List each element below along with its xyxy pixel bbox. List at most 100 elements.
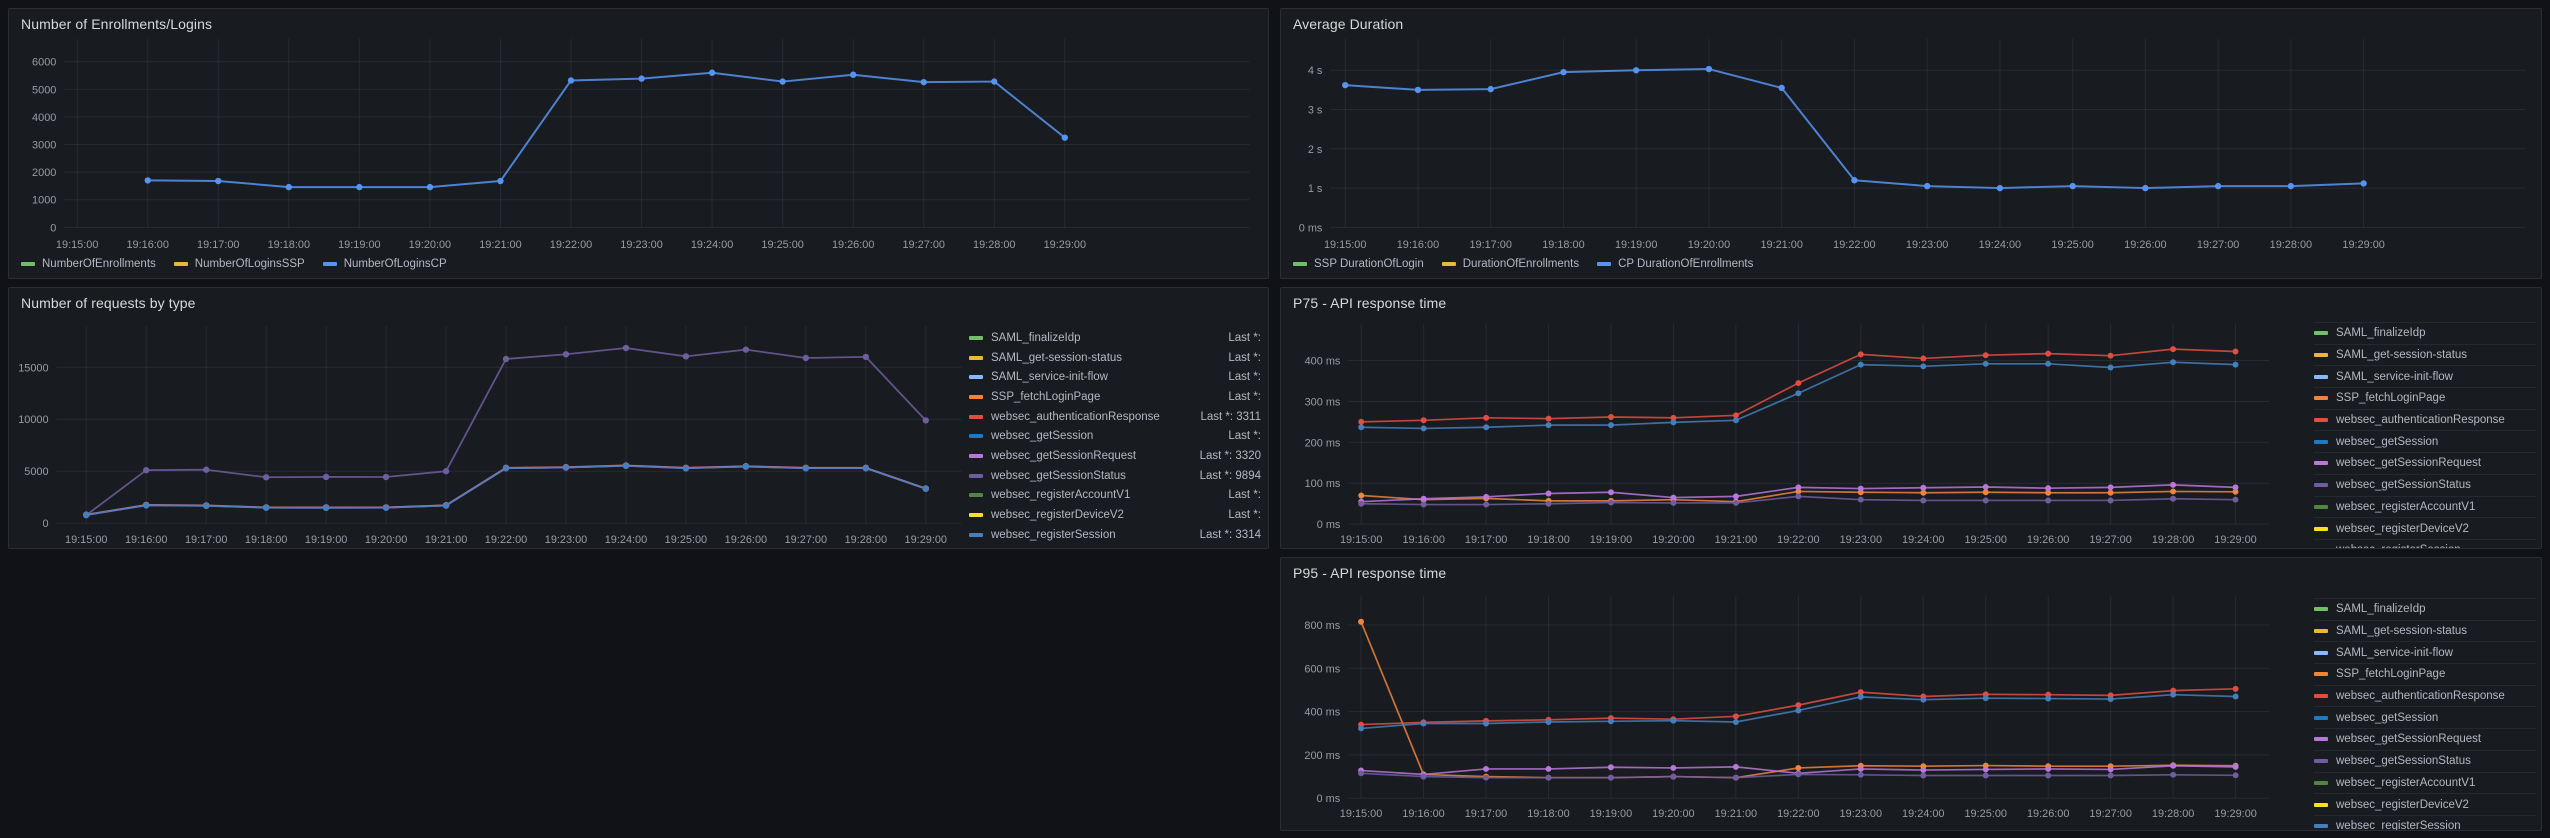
series-point [1795,380,1802,387]
y-tick-label: 4000 [32,112,56,124]
legend-item[interactable]: websec_getSessionStatus [2314,473,2536,496]
legend-item[interactable]: NumberOfEnrollments [21,258,156,270]
series-point [1732,493,1739,500]
legend-item[interactable]: SAML_service-init-flow [2314,365,2536,387]
legend-item[interactable]: websec_registerDeviceV2 [2314,793,2536,815]
x-tick-label: 19:21:00 [1715,808,1757,820]
x-tick-label: 19:27:00 [2089,534,2131,546]
series-color-dash-icon [173,262,188,266]
panel-title[interactable]: P95 - API response time [1293,565,1447,581]
series-point [1420,720,1427,727]
legend-item[interactable]: websec_getSessionRequest Last *: 3320 [969,446,1261,466]
series-color-dash-icon [969,493,983,498]
series-point [442,502,450,509]
legend-item[interactable]: websec_authenticationResponse [2314,408,2536,431]
legend-item[interactable]: websec_registerSession [2314,538,2536,548]
legend-item[interactable]: SAML_service-init-flow Last *: [969,367,1261,387]
legend-item[interactable]: websec_getSession [2314,430,2536,452]
series-point [1920,355,1927,362]
x-tick-label: 19:16:00 [126,239,168,251]
legend-item[interactable]: websec_registerDeviceV2 [2314,517,2536,539]
y-tick-label: 5000 [32,84,56,96]
series-color-dash-icon [2314,504,2328,509]
panel-title[interactable]: P75 - API response time [1293,295,1447,311]
legend-label: websec_authenticationResponse [991,410,1160,423]
legend-item[interactable]: websec_getSessionRequest [2314,728,2536,750]
series-point [322,473,330,481]
series-point [143,502,150,509]
legend-item[interactable]: websec_getSessionRequest [2314,452,2536,474]
x-tick-label: 19:16:00 [125,534,167,546]
series-point [2232,685,2239,692]
series-point [1420,773,1427,780]
legend-item[interactable]: SAML_finalizeIdp [2314,598,2536,620]
legend-label: websec_getSessionStatus [2336,479,2471,492]
legend-item[interactable]: SSP_fetchLoginPage Last *: [969,387,1261,407]
legend-item[interactable]: websec_registerAccountV1 [2314,495,2536,518]
x-tick-label: 19:22:00 [485,534,527,546]
y-tick-label: 3 s [1308,104,1323,116]
x-tick-label: 19:18:00 [1542,239,1584,251]
legend-last-value: Last *: [1228,371,1261,384]
series-point [1608,489,1614,496]
legend-item[interactable]: websec_registerSession [2314,814,2536,830]
legend-item[interactable]: SAML_service-init-flow [2314,641,2536,663]
x-tick-label: 19:28:00 [845,534,887,546]
series-point [2107,696,2114,703]
legend-item[interactable]: websec_getSession [2314,706,2536,728]
x-tick-label: 19:29:00 [2214,808,2256,820]
series-point [2232,488,2239,495]
legend-item[interactable]: websec_registerSession Last *: 3314 [969,525,1261,545]
series-point [2170,771,2177,778]
legend-item[interactable]: SAML_get-session-status Last *: [969,348,1261,368]
series-point [2170,488,2177,495]
x-tick-label: 19:20:00 [365,534,407,546]
legend-item[interactable]: websec_authenticationResponse Last *: 331… [969,407,1261,427]
legend-item[interactable]: SAML_finalizeIdp [2314,322,2536,344]
legend-label: NumberOfLoginsSSP [194,258,305,270]
legend-item[interactable]: websec_getSession Last *: [969,426,1261,446]
x-tick-label: 19:26:00 [2027,534,2069,546]
legend-label: websec_registerSession [2336,820,2461,830]
panel-title[interactable]: Number of requests by type [21,295,196,311]
legend-item[interactable]: websec_getSessionStatus Last *: 9894 [969,466,1261,486]
series-point [1732,713,1739,720]
legend-item[interactable]: websec_getSessionStatus [2314,749,2536,772]
x-tick-label: 19:27:00 [903,239,945,251]
series-point [1061,134,1069,141]
y-tick-label: 15000 [18,362,48,374]
legend-item[interactable]: NumberOfLoginsSSP [173,258,305,270]
series-point [502,465,510,472]
legend-item[interactable]: SAML_finalizeIdp Last *: [969,328,1261,348]
legend-item[interactable]: SSP DurationOfLogin [1293,258,1424,270]
series-color-dash-icon [2314,526,2328,531]
series-point [2232,348,2239,355]
legend-item[interactable]: websec_authenticationResponse [2314,684,2536,707]
series-point [2107,766,2114,773]
legend: SSP DurationOfLogin DurationOfEnrollments… [1293,258,1753,270]
series-point [1560,68,1567,76]
legend-item[interactable]: websec_registerDeviceV2 Last *: [969,505,1261,525]
legend-item[interactable]: SAML_get-session-status [2314,343,2536,366]
x-tick-label: 19:25:00 [1965,808,2007,820]
panel-title[interactable]: Average Duration [1293,16,1404,32]
series-point [502,355,510,363]
legend-label: SSP DurationOfLogin [1314,258,1424,270]
legend-item[interactable]: websec_registerAccountV1 [2314,771,2536,794]
series-line [147,71,1066,189]
y-tick-label: 3000 [32,140,56,152]
legend-item[interactable]: CP DurationOfEnrollments [1597,258,1753,270]
legend-item[interactable]: SSP_fetchLoginPage [2314,387,2536,409]
y-tick-label: 1 s [1308,183,1323,195]
legend-label: websec_authenticationResponse [2336,690,2505,703]
legend-item[interactable]: SSP_fetchLoginPage [2314,663,2536,685]
legend-item[interactable]: NumberOfLoginsCP [322,258,447,270]
legend-item[interactable]: SAML_get-session-status [2314,619,2536,642]
legend-last-value: Last *: [1228,351,1261,364]
series-point [1670,414,1677,421]
legend-item[interactable]: DurationOfEnrollments [1441,258,1579,270]
y-tick-label: 2000 [32,167,56,179]
panel-title[interactable]: Number of Enrollments/Logins [21,16,213,32]
legend-item[interactable]: websec_registerAccountV1 Last *: [969,486,1261,506]
series-color-dash-icon [969,453,983,458]
